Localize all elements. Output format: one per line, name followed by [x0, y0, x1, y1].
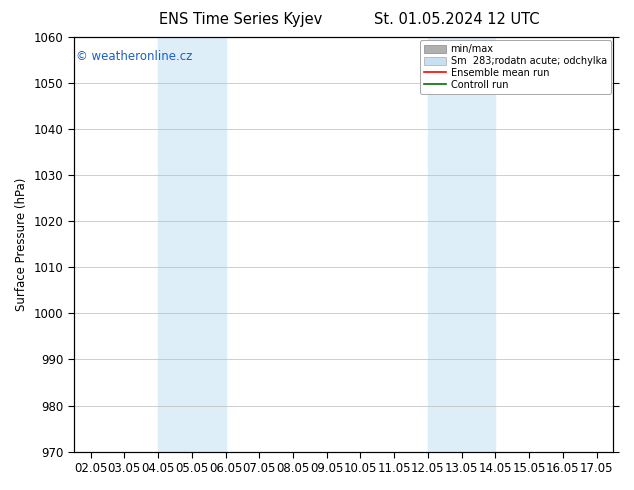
Text: St. 01.05.2024 12 UTC: St. 01.05.2024 12 UTC [373, 12, 540, 27]
Bar [158, 37, 226, 452]
Text: © weatheronline.cz: © weatheronline.cz [77, 49, 193, 63]
Legend: min/max, Sm  283;rodatn acute; odchylka, Ensemble mean run, Controll run: min/max, Sm 283;rodatn acute; odchylka, … [420, 40, 611, 94]
Y-axis label: Surface Pressure (hPa): Surface Pressure (hPa) [15, 178, 28, 311]
Text: ENS Time Series Kyjev: ENS Time Series Kyjev [159, 12, 323, 27]
Bar [428, 37, 495, 452]
